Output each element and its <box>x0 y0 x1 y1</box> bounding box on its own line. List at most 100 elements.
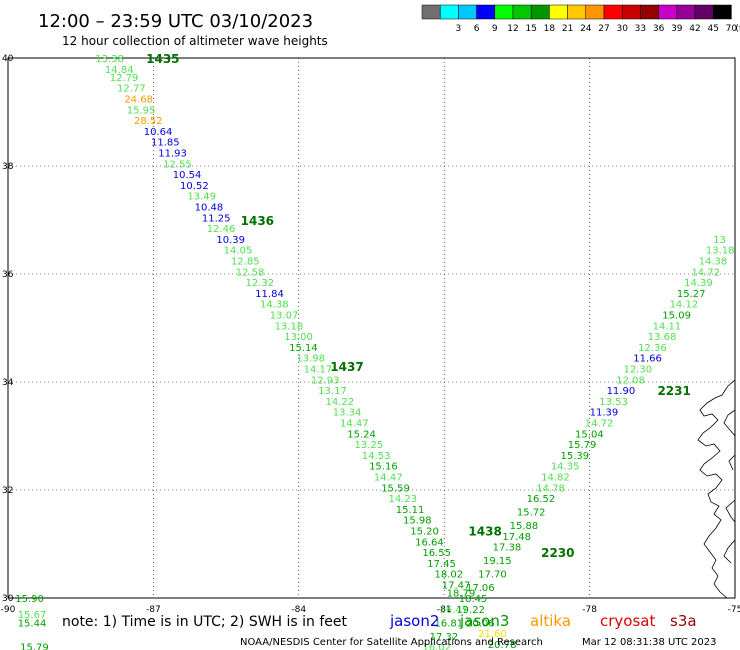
wave-height-value: 17.32 <box>430 632 459 643</box>
scale-tick-label: 15 <box>525 24 536 34</box>
latitude-tick-label: 30 <box>2 594 14 604</box>
wave-height-value: 13.38 <box>95 54 124 65</box>
wave-height-value: 12.58 <box>236 267 265 278</box>
wave-height-value: 12.85 <box>231 257 260 268</box>
wave-height-value: 14.35 <box>551 462 580 473</box>
wave-height-value: 19.22 <box>456 605 485 616</box>
wave-height-value: 14.38 <box>699 257 728 268</box>
wave-height-value: 12.46 <box>207 224 236 235</box>
wave-height-value: 15.88 <box>510 521 539 532</box>
wave-height-value: 15.95 <box>127 105 156 116</box>
wave-height-value: 15.44 <box>18 618 47 629</box>
wave-height-value: 14.12 <box>670 300 699 311</box>
wave-height-value: 10.52 <box>180 181 209 192</box>
wave-height-value: 13.07 <box>270 311 299 322</box>
wave-height-value: 12.55 <box>163 159 192 170</box>
scale-swatch <box>439 4 459 20</box>
scale-swatch <box>458 4 477 20</box>
wave-height-value: 15.27 <box>677 289 706 300</box>
scale-tick-label: 36 <box>653 24 665 34</box>
wave-height-value: 14.47 <box>340 419 369 430</box>
wave-height-value: 20.06 <box>466 618 495 629</box>
wave-height-value: 18.79 <box>447 589 476 600</box>
scale-tick-label: 21 <box>562 24 573 34</box>
longitude-tick-label: -87 <box>146 605 161 615</box>
wave-height-value: 12.32 <box>245 278 274 289</box>
wave-height-value: 14.23 <box>388 494 417 505</box>
scale-swatch <box>476 4 496 20</box>
wave-height-value: 28.52 <box>134 116 163 127</box>
wave-height-value: 17.38 <box>493 543 522 554</box>
wave-height-value: 15.16 <box>369 462 398 473</box>
map-frame <box>7 57 736 599</box>
wave-height-value: 13.68 <box>648 332 677 343</box>
axis-tick-labels: -90 -87 -84 -81 -78 -75 40 38 36 34 32 30 <box>1 54 740 615</box>
wave-height-value: 14.47 <box>374 473 403 484</box>
wave-height-value: 16.47 <box>439 605 468 616</box>
footer-note: note: 1) Time is in UTC; 2) SWH is in fe… <box>62 614 348 630</box>
wave-height-value: 16.02 <box>422 643 451 650</box>
wave-height-value: 15.04 <box>575 429 604 440</box>
footer-credit: NOAA/NESDIS Center for Satellite Applica… <box>240 637 543 648</box>
scale-swatch <box>421 4 441 20</box>
latitude-tick-label: 36 <box>2 270 14 280</box>
scale-tick-label: 18 <box>544 24 556 34</box>
wave-height-value: 14.72 <box>691 267 720 278</box>
wave-height-value: 15.72 <box>517 508 546 519</box>
wave-height-value: 17.70 <box>478 570 507 581</box>
wave-height-value: 15.24 <box>347 429 376 440</box>
pass-time-label: 2231 <box>657 384 690 398</box>
footer-timestamp: Mar 12 08:31:38 UTC 2023 <box>582 637 717 648</box>
scale-swatch <box>694 4 714 20</box>
wave-height-value: 15.67 <box>18 610 47 621</box>
pass-time-label: 1437 <box>330 360 363 374</box>
scale-swatch <box>676 4 696 20</box>
latitude-tick-label: 32 <box>2 486 13 496</box>
scale-swatch <box>658 4 678 20</box>
wave-height-value: 14.72 <box>585 419 614 430</box>
coastline-outline <box>697 379 736 599</box>
wave-height-value: 13.25 <box>355 440 384 451</box>
wave-height-value: 14.78 <box>536 483 565 494</box>
wave-height-labels: 13.3814.8412.7912.7724.6815.9528.5210.64… <box>15 54 734 650</box>
wave-height-value: 14.38 <box>260 300 289 311</box>
satellite-legend-cryosat: cryosat <box>600 612 655 630</box>
wave-height-value: 14.05 <box>224 246 253 257</box>
wave-height-value: 14.22 <box>325 397 354 408</box>
wave-height-value: 14.17 <box>304 365 333 376</box>
wave-height-value: 13 <box>713 235 726 246</box>
scale-swatch <box>512 4 532 20</box>
wave-height-value: 21.60 <box>478 629 507 640</box>
wave-height-value: 15.20 <box>410 527 439 538</box>
longitude-tick-label: -81 <box>437 605 452 615</box>
wave-height-value: 19.15 <box>483 556 512 567</box>
scale-tick-label: 30 <box>616 24 628 34</box>
wave-height-value: 14.53 <box>362 451 391 462</box>
longitude-tick-label: -90 <box>1 605 16 615</box>
longitude-tick-label: -78 <box>582 605 597 615</box>
wave-height-value: 15.79 <box>20 643 49 650</box>
wave-height-value: 13.17 <box>318 386 347 397</box>
wave-height-value: 14.11 <box>653 321 682 332</box>
scale-tick-label: 39 <box>671 24 683 34</box>
wave-height-value: 18.45 <box>459 594 488 605</box>
scale-swatch <box>549 4 568 20</box>
wave-height-value: 11.84 <box>255 289 284 300</box>
wave-height-value: 16.81 <box>435 618 464 629</box>
pass-time-label: 1438 <box>468 525 501 539</box>
scale-tick-label: 27 <box>598 24 609 34</box>
scale-tick-label: 9 <box>492 24 498 34</box>
wave-height-value: 15.79 <box>568 440 597 451</box>
scale-swatch <box>603 4 623 20</box>
pass-time-labels: 14351436143714382230223122291810 <box>146 52 691 560</box>
scale-unit: (ft) <box>735 24 740 34</box>
scale-tick-label: 24 <box>580 24 592 34</box>
wave-height-value: 16.55 <box>422 548 451 559</box>
wave-height-value: 14.39 <box>684 278 713 289</box>
wave-height-value: 11.93 <box>158 149 187 160</box>
wave-height-value: 10.64 <box>144 127 173 138</box>
latitude-tick-label: 38 <box>2 162 14 172</box>
wave-height-value: 11.90 <box>607 386 636 397</box>
scale-tick-label: 33 <box>635 24 646 34</box>
pass-time-label: 1435 <box>146 52 179 66</box>
